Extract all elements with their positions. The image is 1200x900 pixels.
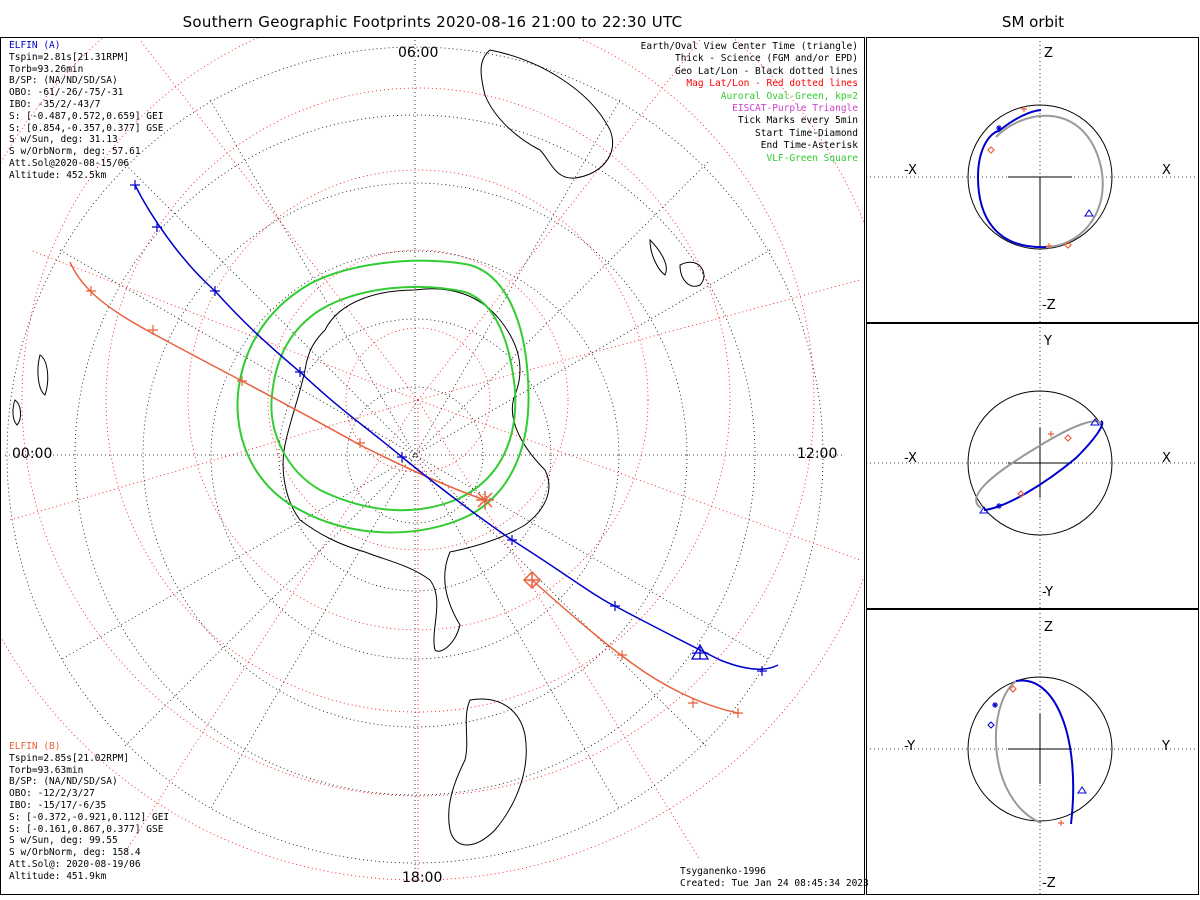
elfin-a-track bbox=[130, 180, 779, 676]
elfin-b-info: ELFIN (B) Tspin=2.85s[21.02RPM] Torb=93.… bbox=[9, 741, 169, 883]
elfin-a-line: Torb=93.26min bbox=[9, 63, 84, 75]
mag-grid bbox=[1, 38, 864, 881]
sm-yz-asterisk bbox=[992, 702, 998, 708]
map-legend: Earth/Oval View Center Time (triangle) T… bbox=[641, 41, 858, 165]
created-timestamp: Created: Tue Jan 24 08:45:34 2023 bbox=[680, 878, 869, 889]
coastlines bbox=[12, 49, 705, 846]
legend-item: End Time-Asterisk bbox=[760, 140, 858, 152]
legend-item: Start Time-Diamond bbox=[755, 127, 858, 139]
elfin-b-line: S w/Sun, deg: 99.55 bbox=[9, 835, 118, 847]
elfin-a-line: B/SP: (NA/ND/SD/SA) bbox=[9, 75, 118, 87]
time-label-left: 00:00 bbox=[12, 446, 53, 462]
elfin-b-track bbox=[69, 261, 743, 718]
elfin-b-line: Torb=93.63min bbox=[9, 764, 84, 776]
earth-circle bbox=[967, 104, 1113, 250]
legend-item: Earth/Oval View Center Time (triangle) bbox=[640, 41, 858, 52]
sm-yz-bottom-label: -Z bbox=[1042, 876, 1056, 891]
elfin-a-info: ELFIN (A) Tspin=2.81s[21.31RPM] Torb=93.… bbox=[9, 40, 163, 182]
sm-yz-markers bbox=[1009, 685, 1064, 826]
sm-xz-axes bbox=[866, 37, 1199, 323]
sm-xy-asterisk bbox=[996, 503, 1002, 509]
elfin-a-line: Altitude: 452.5km bbox=[9, 169, 107, 181]
elfin-a-line: Tspin=2.81s[21.31RPM] bbox=[9, 51, 130, 63]
elfin-b-line: Tspin=2.85s[21.02RPM] bbox=[9, 752, 130, 764]
elfin-b-name: ELFIN (B) bbox=[9, 741, 61, 752]
legend-item: EISCAT-Purple Triangle bbox=[732, 103, 858, 115]
sm-yz-gray-orbit bbox=[994, 680, 1042, 824]
legend-item: Tick Marks every 5min bbox=[737, 115, 858, 127]
sm-xz-left-label: -X bbox=[904, 163, 917, 178]
sm-yz-diamond bbox=[987, 721, 995, 729]
sm-xz-crosshair bbox=[1008, 176, 1072, 247]
plot-title: Southern Geographic Footprints 2020-08-1… bbox=[182, 13, 683, 31]
sm-yz-triangle bbox=[1077, 786, 1087, 794]
sm-yz-left-label: -Y bbox=[904, 739, 915, 754]
sm-yz-right-label: Y bbox=[1161, 739, 1170, 754]
elfin-b-line: S w/OrbNorm, deg: 158.4 bbox=[9, 847, 141, 859]
sm-xy-markers bbox=[1017, 431, 1072, 498]
elfin-b-tick-marks bbox=[86, 286, 743, 718]
elfin-a-tick-marks bbox=[130, 180, 767, 676]
elfin-b-line: S: [-0.372,-0.921,0.112] GEI bbox=[9, 811, 170, 823]
time-label-right: 12:00 bbox=[797, 446, 838, 462]
sm-orbit-xy-panel: Y -Y -X X bbox=[866, 323, 1199, 609]
legend-item: Geo Lat/Lon - Black dotted lines bbox=[674, 65, 858, 77]
elfin-b-line: Att.Sol@: 2020-08-19/06 bbox=[9, 858, 141, 870]
elfin-a-line: IBO: -35/2/-43/7 bbox=[9, 98, 101, 110]
sm-xy-right-label: X bbox=[1162, 451, 1171, 466]
elfin-b-line: IBO: -15/17/-6/35 bbox=[9, 799, 107, 811]
auroral-oval bbox=[236, 259, 530, 534]
sm-yz-axes bbox=[866, 609, 1199, 895]
elfin-b-start-diamond bbox=[522, 570, 542, 590]
sm-xy-top-label: Y bbox=[1043, 334, 1052, 349]
sm-xz-top-label: Z bbox=[1044, 46, 1053, 61]
elfin-a-line: S w/OrbNorm, deg: 57.61 bbox=[9, 146, 141, 158]
legend-item: VLF-Green Square bbox=[766, 152, 858, 164]
sm-yz-blue-orbit bbox=[1015, 679, 1075, 825]
sm-orbit-title: SM orbit bbox=[1001, 13, 1065, 31]
credits: Tsyganenko-1996 Created: Tue Jan 24 08:4… bbox=[680, 866, 869, 890]
sm-xy-triangles bbox=[979, 418, 1100, 514]
sm-xy-crosshair bbox=[1008, 428, 1072, 498]
legend-item: Mag Lat/Lon - Red dotted lines bbox=[686, 78, 858, 90]
legend-item: Thick - Science (FGM and/or EPD) bbox=[674, 53, 858, 65]
elfin-a-line: Att.Sol@2020-08-15/06 bbox=[9, 157, 130, 169]
elfin-a-view-triangle bbox=[690, 643, 710, 660]
sm-yz-crosshair bbox=[1008, 714, 1072, 784]
sm-xz-gray-orbit bbox=[995, 114, 1104, 248]
sm-xy-blue-orbit bbox=[983, 420, 1104, 511]
elfin-b-end-asterisk bbox=[476, 491, 494, 509]
sm-xz-markers bbox=[987, 106, 1072, 249]
elfin-a-line: OBO: -61/-26/-75/-31 bbox=[9, 87, 124, 99]
sm-orbit-xz-panel: Z -Z -X X bbox=[866, 37, 1199, 323]
legend-item: Auroral Oval-Green, kp=2 bbox=[720, 90, 858, 102]
sm-xz-bottom-label: -Z bbox=[1042, 298, 1056, 313]
elfin-b-line: S: [-0.161,0.867,0.377] GSE bbox=[9, 823, 164, 835]
elfin-b-line: Altitude: 451.9km bbox=[9, 870, 107, 882]
sm-xy-axes bbox=[866, 323, 1199, 609]
elfin-a-name: ELFIN (A) bbox=[9, 40, 61, 51]
sm-xz-asterisk bbox=[996, 125, 1002, 131]
geo-grid bbox=[5, 40, 845, 870]
elfin-a-line: S: [0.854,-0.357,0.377] GSE bbox=[9, 122, 164, 134]
sm-xy-left-label: -X bbox=[904, 451, 917, 466]
sm-xz-blue-orbit bbox=[976, 109, 1047, 249]
elfin-b-line: B/SP: (NA/ND/SD/SA) bbox=[9, 776, 118, 788]
sm-xy-gray-orbit bbox=[975, 420, 1102, 509]
earth-circle bbox=[967, 390, 1113, 536]
footprint-map bbox=[0, 37, 865, 895]
elfin-a-line: S: [-0.487,0.572,0.659] GEI bbox=[9, 110, 164, 122]
elfin-b-line: OBO: -12/2/3/27 bbox=[9, 788, 95, 800]
sm-xy-bottom-label: -Y bbox=[1042, 585, 1053, 600]
elfin-a-line: S w/Sun, deg: 31.13 bbox=[9, 134, 118, 146]
time-label-bottom: 18:00 bbox=[402, 870, 443, 886]
sm-xz-triangle bbox=[1084, 209, 1094, 217]
sm-orbit-yz-panel: Z -Z -Y Y bbox=[866, 609, 1199, 895]
sm-xz-right-label: X bbox=[1162, 163, 1171, 178]
time-label-top: 06:00 bbox=[398, 45, 439, 61]
model-name: Tsyganenko-1996 bbox=[680, 866, 766, 877]
earth-circle bbox=[967, 676, 1113, 822]
sm-yz-top-label: Z bbox=[1044, 620, 1053, 635]
